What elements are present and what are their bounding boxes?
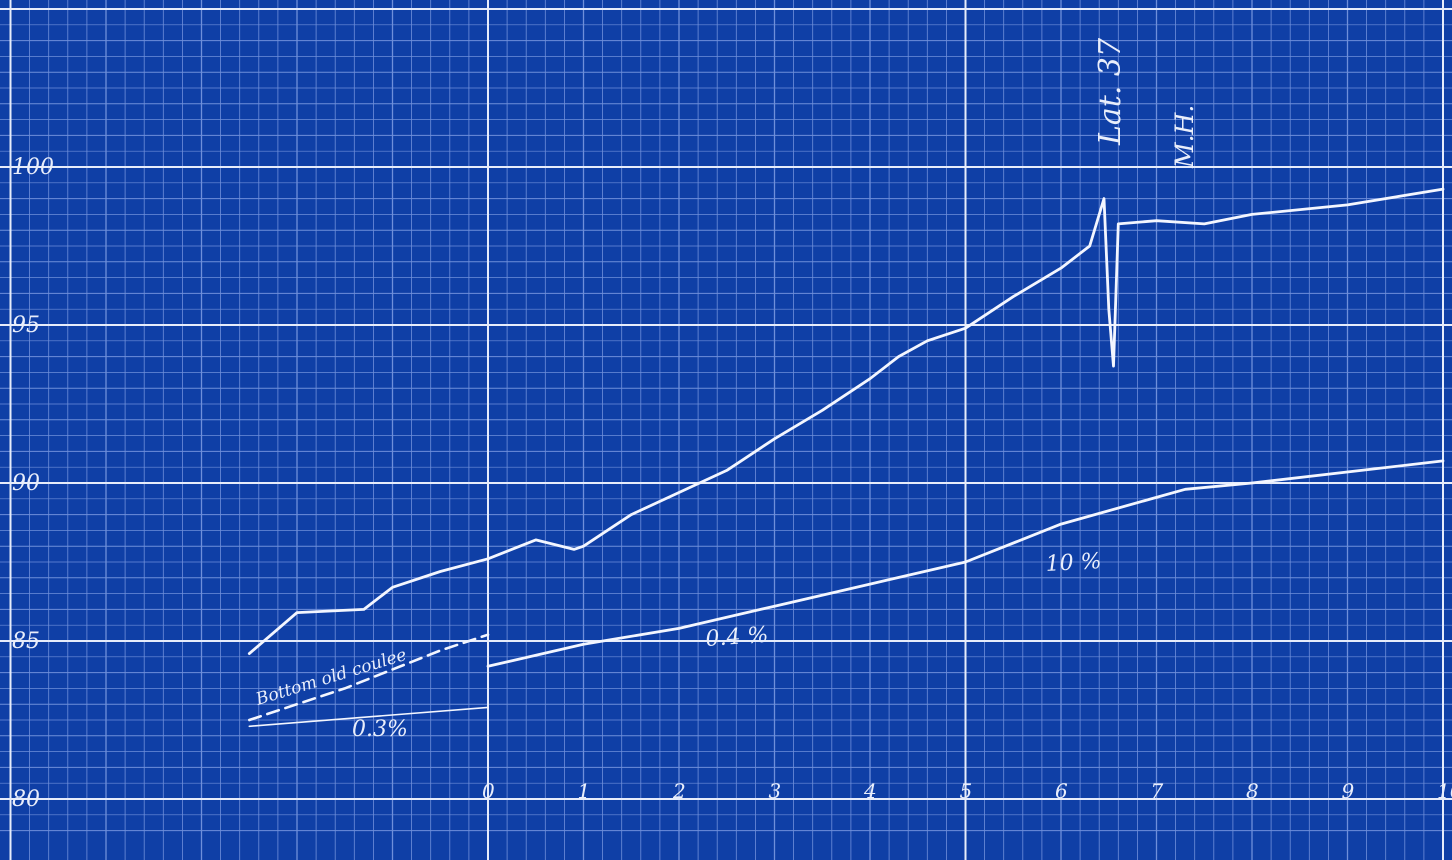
annotation-grade-0-3: 0.3% [352, 717, 408, 742]
x-tick-label: 8 [1246, 779, 1259, 803]
x-tick-label: 5 [960, 779, 973, 803]
annotation-grade-0-4: 0.4 % [705, 623, 769, 652]
y-tick-label: 90 [12, 471, 40, 496]
annotation-mh: M.H. [1170, 105, 1199, 169]
series-line-grade-0-3 [248, 706, 489, 728]
series-line-grade-0-4-and-10 [486, 459, 1445, 668]
x-tick-label: 10 [1437, 779, 1452, 803]
annotation-lat37: Lat. 37 [1093, 37, 1128, 146]
series-line-ground-profile [247, 187, 1445, 655]
x-tick-label: 7 [1151, 779, 1164, 803]
y-tick-label: 100 [12, 155, 54, 180]
x-tick-label: 0 [482, 779, 495, 803]
tick-labels: 0 1 2 3 4 5 6 7 8 9 10 80 85 90 95 100 [12, 155, 1452, 812]
y-tick-label: 80 [12, 787, 40, 812]
y-tick-label: 95 [12, 313, 40, 338]
x-tick-label: 6 [1055, 779, 1068, 803]
annotation-grade-10: 10 % [1045, 549, 1102, 577]
series-layer [247, 187, 1445, 728]
x-tick-label: 9 [1342, 779, 1355, 803]
x-tick-label: 3 [769, 779, 782, 803]
y-tick-label: 85 [12, 629, 40, 654]
series-line-bottom-old-coulee [248, 633, 490, 722]
x-tick-label: 1 [578, 779, 591, 803]
x-tick-label: 4 [863, 779, 877, 803]
x-tick-label: 2 [672, 779, 686, 803]
